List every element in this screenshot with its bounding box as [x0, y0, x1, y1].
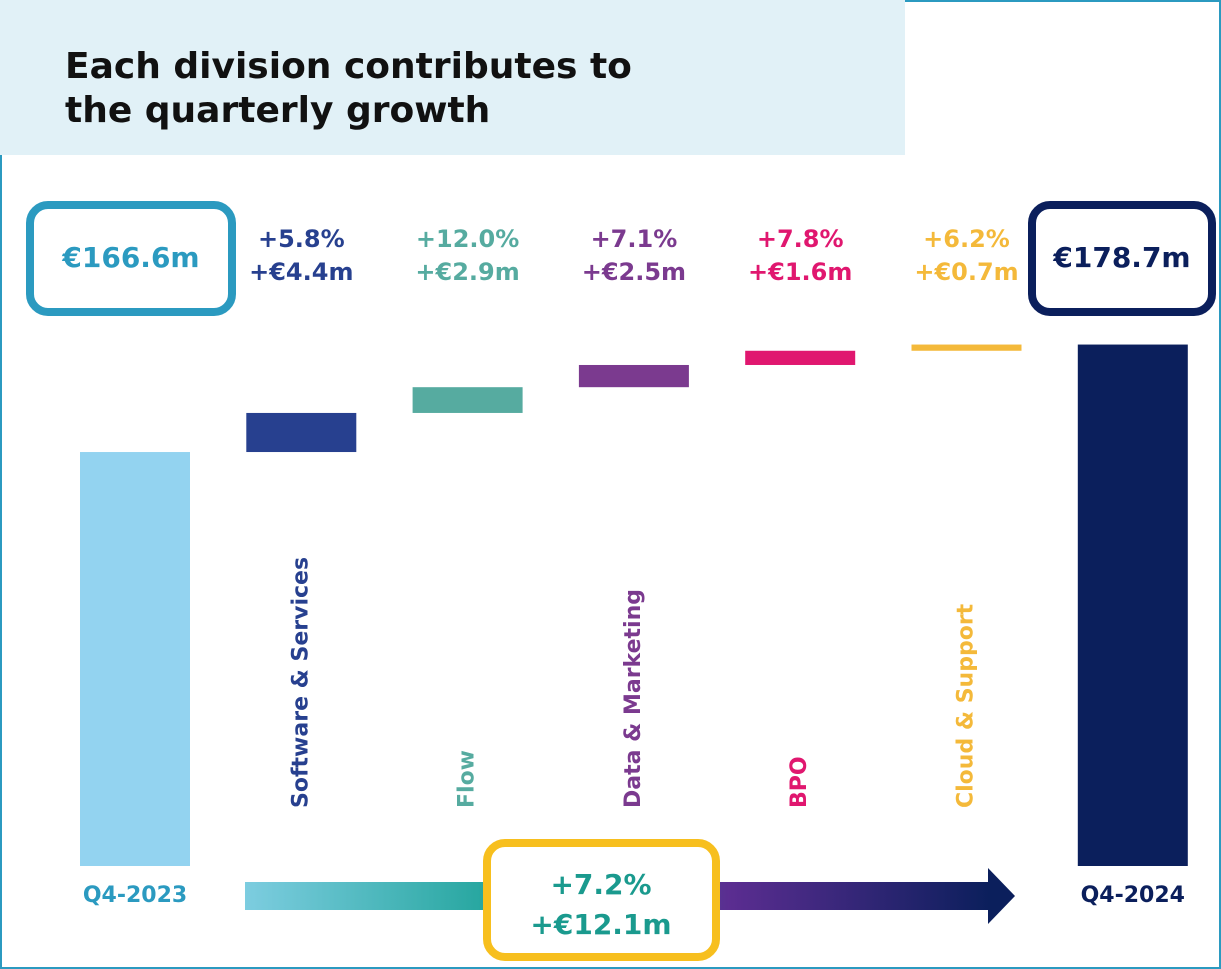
total-label: +7.2% — [550, 868, 651, 901]
value-label: +€2.5m — [582, 258, 686, 286]
growth-label: +7.1% — [591, 225, 678, 253]
bar — [246, 412, 357, 453]
x-tick-label: Software & Services — [288, 557, 313, 808]
x-tick-label: Q4-2024 — [1081, 883, 1185, 908]
value-box — [1028, 201, 1216, 316]
value-label: +€0.7m — [914, 258, 1018, 286]
x-tick-label: Q4-2023 — [83, 883, 187, 908]
x-tick-label: Cloud & Support — [954, 603, 979, 808]
x-tick-label: Data & Marketing — [621, 589, 646, 808]
bar — [412, 387, 523, 413]
growth-label: +12.0% — [416, 225, 519, 253]
value-label: +€1.6m — [748, 258, 852, 286]
value-label: €166.6m — [61, 241, 199, 274]
growth-label: +6.2% — [923, 225, 1010, 253]
value-box — [26, 201, 236, 316]
bar — [745, 350, 856, 365]
bar — [911, 344, 1022, 351]
growth-label: +7.8% — [757, 225, 844, 253]
total-box — [483, 839, 720, 961]
title-box — [0, 0, 905, 155]
chart-title: the quarterly growth — [65, 90, 490, 131]
bar — [80, 452, 190, 866]
value-label: €178.7m — [1052, 241, 1190, 274]
chart-title: Each division contributes to — [65, 46, 632, 87]
growth-arrow-head — [988, 868, 1015, 924]
x-tick-label: BPO — [787, 756, 812, 808]
growth-label: +5.8% — [258, 225, 345, 253]
bar — [1077, 344, 1188, 866]
x-tick-label: Flow — [455, 750, 480, 808]
value-label: +€4.4m — [249, 258, 353, 286]
total-label: +€12.1m — [530, 908, 671, 941]
value-label: +€2.9m — [415, 258, 519, 286]
bar — [578, 364, 689, 388]
